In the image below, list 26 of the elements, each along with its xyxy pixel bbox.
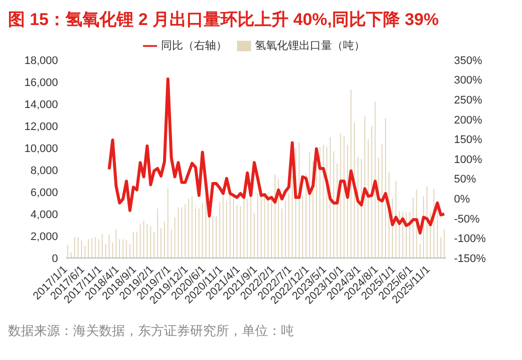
legend-label: 氢氧化锂出口量（吨） [255,40,365,52]
y2-tick-label: 100% [454,154,482,166]
y2-tick-label: 250% [454,94,482,107]
y2-tick-label: 350% [454,54,482,67]
y-tick-label: 2,000 [30,230,58,243]
y-tick-label: 6,000 [30,186,58,199]
y-tick-label: 12,000 [24,120,58,133]
y-tick-label: 10,000 [24,142,58,155]
y2-tick-label: -150% [454,252,486,265]
y2-tick-label: 50% [454,174,476,186]
y-tick-label: 8,000 [30,164,58,177]
source-note: 数据来源：海关数据，东方证券研究所，单位：吨 [8,322,295,340]
y2-tick-label: 150% [454,134,482,146]
legend-label: 同比（右轴） [161,40,227,52]
y2-tick-label: -100% [454,233,486,246]
y2-tick-label: 200% [454,114,482,126]
y2-tick-label: 300% [454,74,482,87]
chart-title: 图 15：氢氧化锂 2 月出口量环比上升 40%,同比下降 39% [8,9,440,31]
y-tick-label: 14,000 [24,98,58,111]
y2-tick-label: 0% [454,194,470,206]
y-tick-label: 0 [52,252,58,265]
y-tick-label: 16,000 [24,76,58,89]
y2-tick-label: -50% [454,213,480,226]
y-tick-label: 18,000 [24,54,58,67]
line-series [108,78,446,235]
y-tick-label: 4,000 [30,208,58,221]
